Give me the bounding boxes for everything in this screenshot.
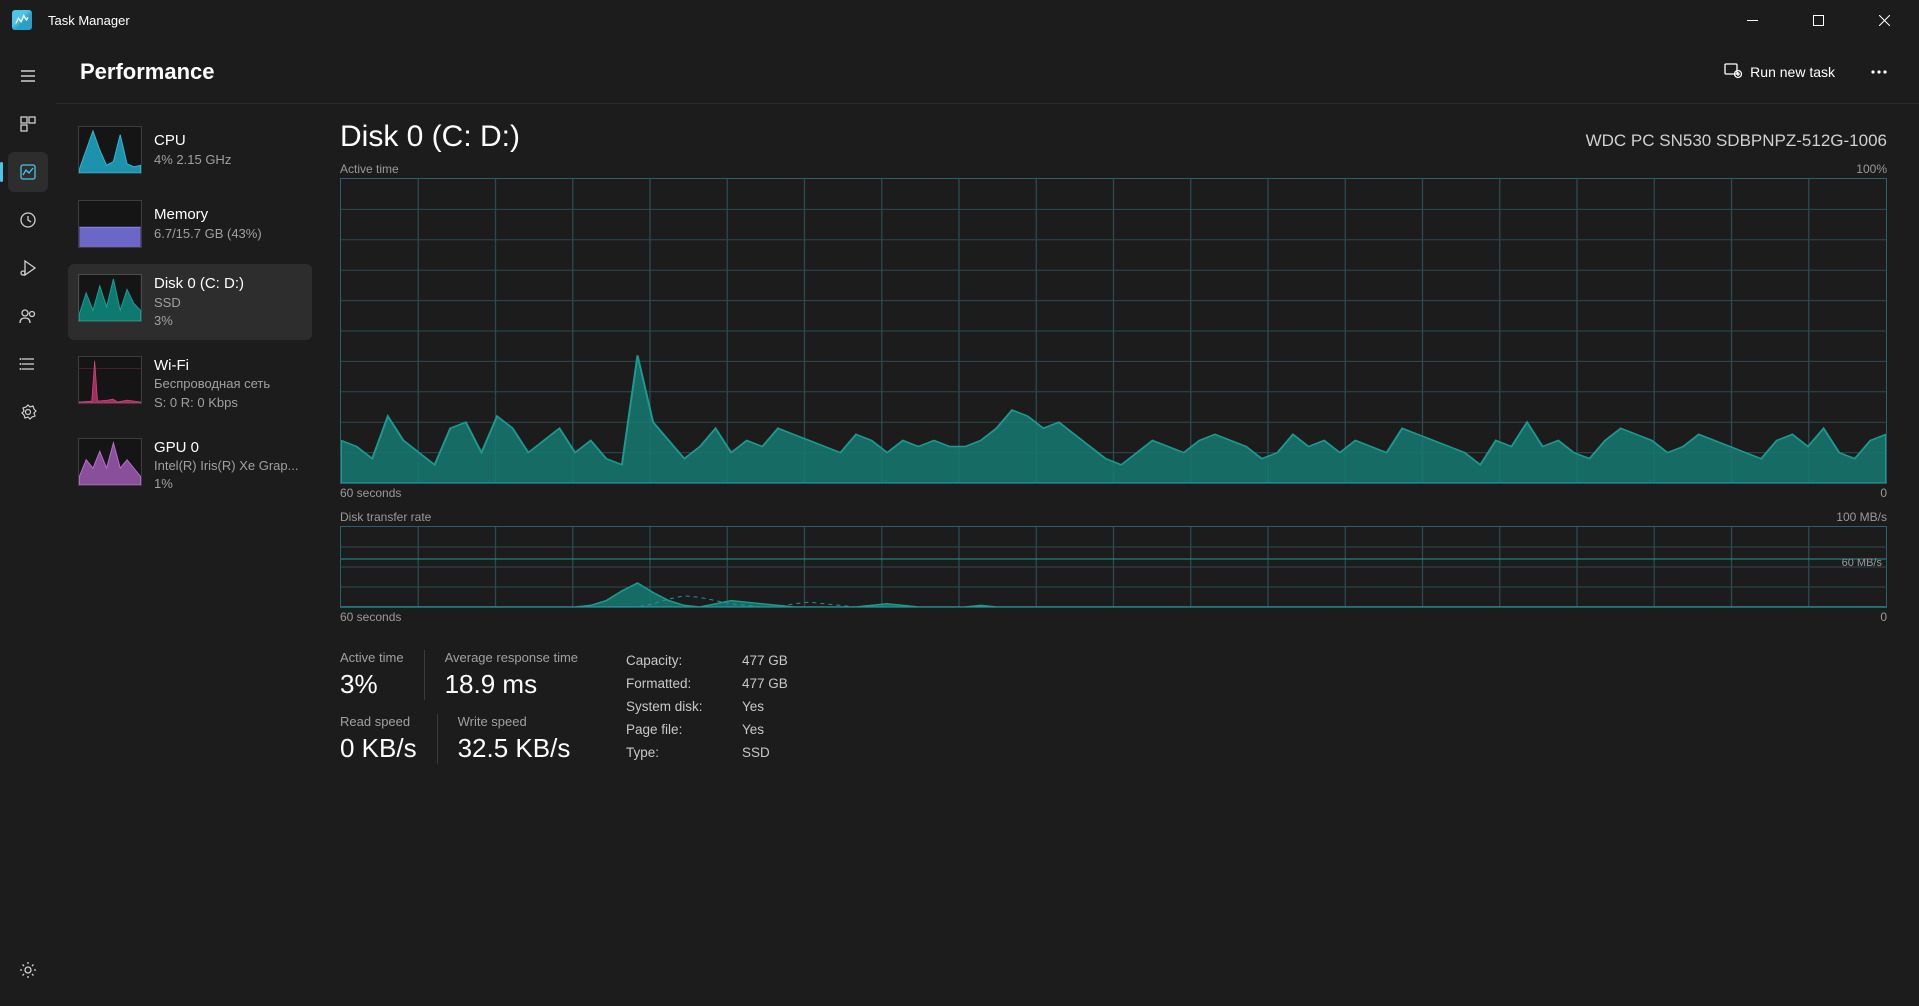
chart1-x-left: 60 seconds — [340, 486, 401, 500]
prop-value: Yes — [742, 696, 764, 719]
perf-item-sub: Intel(R) Iris(R) Xe Grap... — [154, 457, 298, 475]
app-icon — [12, 10, 32, 30]
detail-pane: Disk 0 (C: D:) WDC PC SN530 SDBPNPZ-512G… — [316, 104, 1919, 1006]
run-new-task-label: Run new task — [1750, 64, 1835, 80]
stat-active-time: Active time 3% — [340, 650, 424, 700]
perf-item-wifi[interactable]: Wi-FiБеспроводная сетьS: 0 R: 0 Kbps — [68, 346, 312, 422]
run-new-task-button[interactable]: Run new task — [1712, 55, 1847, 88]
perf-thumb-memory — [78, 200, 142, 248]
prop-value: SSD — [742, 742, 770, 765]
stats-row: Active time 3% Average response time 18.… — [340, 650, 1887, 765]
prop-row: System disk: Yes — [626, 696, 788, 719]
app-title: Task Manager — [48, 13, 130, 28]
nav-settings[interactable] — [8, 950, 48, 990]
close-button[interactable] — [1861, 4, 1907, 36]
nav-performance[interactable] — [8, 152, 48, 192]
perf-thumb-gpu0 — [78, 438, 142, 486]
stat-write-speed: Write speed 32.5 KB/s — [437, 714, 591, 764]
perf-item-name: GPU 0 — [154, 438, 298, 458]
chart2-x-right: 0 — [1880, 610, 1887, 624]
prop-key: Type: — [626, 742, 726, 765]
prop-key: System disk: — [626, 696, 726, 719]
stat-avg-response: Average response time 18.9 ms — [424, 650, 598, 700]
stat-read-speed: Read speed 0 KB/s — [340, 714, 437, 764]
nav-services[interactable] — [8, 392, 48, 432]
disk-model: WDC PC SN530 SDBPNPZ-512G-1006 — [1586, 131, 1887, 151]
minimize-button[interactable] — [1729, 4, 1775, 36]
detail-title: Disk 0 (C: D:) — [340, 120, 520, 154]
perf-item-name: Disk 0 (C: D:) — [154, 274, 244, 294]
prop-value: Yes — [742, 719, 764, 742]
active-time-chart — [340, 178, 1887, 484]
chart2-label-right: 100 MB/s — [1836, 510, 1887, 524]
perf-item-cpu[interactable]: CPU4% 2.15 GHz — [68, 116, 312, 184]
prop-value: 477 GB — [742, 650, 788, 673]
chart2-x-left: 60 seconds — [340, 610, 401, 624]
nav-rail — [0, 40, 56, 1006]
prop-row: Type: SSD — [626, 742, 788, 765]
perf-thumb-cpu — [78, 126, 142, 174]
perf-item-name: CPU — [154, 131, 231, 151]
prop-row: Formatted: 477 GB — [626, 673, 788, 696]
chart1-label-right: 100% — [1856, 162, 1887, 176]
perf-item-name: Memory — [154, 205, 262, 225]
nav-details[interactable] — [8, 344, 48, 384]
titlebar: Task Manager — [0, 0, 1919, 40]
perf-item-name: Wi-Fi — [154, 356, 270, 376]
perf-item-sub2: 1% — [154, 475, 298, 493]
page-header: Performance Run new task — [56, 40, 1919, 104]
maximize-button[interactable] — [1795, 4, 1841, 36]
perf-thumb-disk0 — [78, 274, 142, 322]
nav-startup-apps[interactable] — [8, 248, 48, 288]
nav-processes[interactable] — [8, 104, 48, 144]
performance-sidebar: CPU4% 2.15 GHzMemory6.7/15.7 GB (43%)Dis… — [56, 104, 316, 1006]
perf-item-sub: 6.7/15.7 GB (43%) — [154, 225, 262, 243]
nav-app-history[interactable] — [8, 200, 48, 240]
perf-item-sub: 4% 2.15 GHz — [154, 151, 231, 169]
nav-hamburger[interactable] — [8, 56, 48, 96]
more-options-button[interactable] — [1863, 56, 1895, 88]
perf-item-sub2: 3% — [154, 312, 244, 330]
perf-item-gpu0[interactable]: GPU 0Intel(R) Iris(R) Xe Grap...1% — [68, 428, 312, 504]
prop-key: Capacity: — [626, 650, 726, 673]
perf-item-memory[interactable]: Memory6.7/15.7 GB (43%) — [68, 190, 312, 258]
transfer-rate-chart: 60 MB/s — [340, 526, 1887, 608]
disk-properties-table: Capacity:477 GBFormatted:477 GBSystem di… — [626, 650, 788, 765]
perf-item-sub2: S: 0 R: 0 Kbps — [154, 394, 270, 412]
chart1-label-left: Active time — [340, 162, 399, 176]
perf-item-sub: SSD — [154, 294, 244, 312]
prop-key: Formatted: — [626, 673, 726, 696]
run-task-icon — [1724, 61, 1742, 82]
perf-item-sub: Беспроводная сеть — [154, 375, 270, 393]
prop-value: 477 GB — [742, 673, 788, 696]
prop-row: Capacity: 477 GB — [626, 650, 788, 673]
nav-users[interactable] — [8, 296, 48, 336]
prop-row: Page file: Yes — [626, 719, 788, 742]
chart2-secondary-label: 60 MB/s — [1842, 557, 1882, 569]
chart1-x-right: 0 — [1880, 486, 1887, 500]
perf-thumb-wifi — [78, 356, 142, 404]
chart2-label-left: Disk transfer rate — [340, 510, 431, 524]
prop-key: Page file: — [626, 719, 726, 742]
page-title: Performance — [80, 59, 215, 85]
perf-item-disk0[interactable]: Disk 0 (C: D:)SSD3% — [68, 264, 312, 340]
